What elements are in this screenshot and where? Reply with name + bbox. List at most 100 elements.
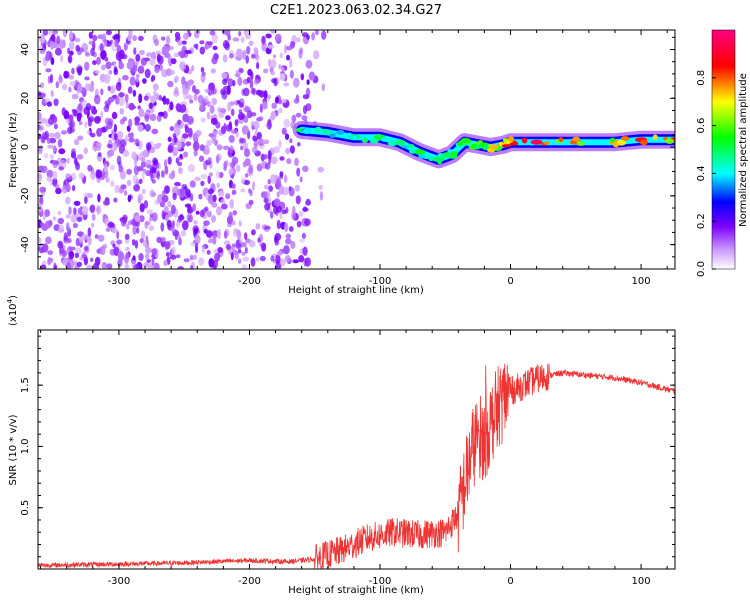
noise-speck [62,249,67,258]
ridge-blob [521,137,528,144]
noise-speck [53,264,58,269]
noise-speck [264,202,271,211]
noise-speck [235,243,242,250]
noise-speck [149,58,156,66]
noise-speck [148,225,155,232]
ridge-blob [369,137,379,144]
noise-speck [215,121,221,129]
noise-speck [79,121,83,126]
noise-speck [77,135,84,141]
noise-speck [176,141,183,150]
noise-speck [299,176,303,183]
noise-speck [178,167,183,175]
noise-speck [185,94,193,100]
noise-speck [270,156,278,165]
noise-speck [134,61,139,66]
noise-speck [84,51,90,56]
noise-speck [271,102,278,109]
noise-speck [295,94,300,102]
noise-speck [158,94,162,101]
noise-speck [46,169,54,179]
noise-speck [238,102,244,108]
noise-speck [145,142,152,151]
noise-speck [114,184,120,194]
noise-speck [239,138,247,144]
noise-speck [114,39,119,48]
noise-speck [45,236,52,244]
noise-speck [169,101,174,111]
noise-speck [198,193,203,200]
noise-speck [228,50,235,55]
noise-speck [146,164,153,169]
noise-speck [87,129,91,135]
noise-speck [209,30,216,36]
noise-speck [49,177,53,186]
noise-speck [138,178,143,184]
noise-speck [128,118,133,128]
spectrogram-xlabel: Height of straight line (km) [288,285,424,296]
noise-speck [171,146,179,155]
ridge-blob [478,140,483,144]
noise-speck [153,143,161,150]
noise-speck [186,206,194,214]
noise-speck [214,139,218,147]
noise-speck [62,30,68,38]
noise-speck [279,156,285,161]
noise-speck [47,256,51,266]
ridge-blob [406,144,415,148]
noise-speck [188,164,195,173]
colorbar-tick-label: 0.0 [696,261,707,277]
ridge-blob [616,140,626,146]
noise-speck [104,100,112,106]
noise-speck [72,109,78,117]
noise-speck [113,123,117,133]
noise-speck [194,234,201,244]
noise-speck [132,89,137,97]
noise-speck [119,108,125,115]
noise-speck [177,40,184,46]
noise-speck [241,251,246,256]
y-tick-label: 0 [20,144,31,150]
noise-speck [211,56,218,65]
noise-speck [137,65,145,74]
ridge-blob [418,154,425,159]
noise-speck [178,237,182,246]
noise-speck [200,117,206,123]
noise-speck [255,257,260,262]
noise-speck [245,55,249,64]
noise-speck [115,81,122,92]
noise-speck [242,161,247,168]
noise-speck [300,73,305,81]
noise-speck [116,130,124,140]
noise-speck [76,216,83,223]
noise-speck [40,117,47,124]
noise-speck [63,232,68,242]
ridge-blob [428,156,435,161]
noise-speck [104,73,111,84]
noise-speck [321,30,327,40]
noise-speck [290,241,296,249]
noise-speck [211,97,217,106]
noise-speck [167,200,172,208]
noise-speck [126,179,132,187]
ridge-blob [398,140,403,147]
noise-speck [263,197,269,204]
noise-speck [269,66,274,73]
noise-speck [151,179,156,184]
noise-speck [222,78,228,86]
noise-speck [100,111,104,119]
noise-speck [38,112,42,121]
noise-speck [284,222,289,233]
noise-speck [134,116,141,123]
noise-speck [135,53,141,62]
spectrogram-y-ticks: -40 -20 0 20 40 [20,36,675,270]
noise-speck [107,85,111,92]
ridge-point [413,149,426,155]
noise-speck [161,170,165,178]
noise-speck [69,50,74,56]
noise-speck [71,93,79,100]
snr-xlabel: Height of straight line (km) [288,585,424,596]
ridge-blob [652,134,658,140]
noise-speck [276,205,282,213]
